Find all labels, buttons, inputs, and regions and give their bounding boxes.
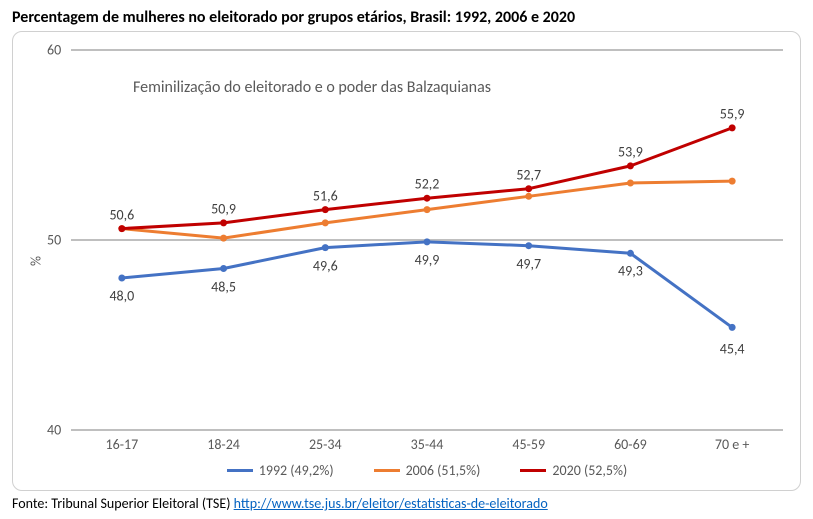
y-tick: 40 (47, 422, 61, 439)
x-tick: 16-17 (106, 436, 139, 453)
plot-area: 48,0 48,5 49,6 49,9 49,7 49,3 45,4 50,6 50,9 51,6… (71, 50, 783, 430)
data-label: 49,9 (415, 251, 440, 268)
data-label: 52,7 (516, 166, 541, 183)
series-marker (220, 265, 227, 272)
data-label: 48,5 (211, 278, 236, 295)
y-axis-label: % (28, 256, 45, 266)
data-label: 53,9 (618, 143, 643, 160)
series-marker (322, 219, 329, 226)
line-series-svg (71, 50, 783, 430)
series-marker (220, 235, 227, 242)
legend: 1992 (49,2%) 2006 (51,5%) 2020 (52,5%) (71, 462, 783, 479)
legend-item: 2006 (51,5%) (374, 462, 481, 479)
series-marker (424, 195, 431, 202)
x-tick: 45-59 (512, 436, 545, 453)
series-marker (322, 206, 329, 213)
legend-swatch (520, 469, 546, 472)
legend-label: 2020 (52,5%) (552, 462, 627, 479)
y-tick: 60 (47, 42, 61, 59)
series-marker (424, 206, 431, 213)
data-label: 49,7 (516, 255, 541, 272)
x-tick: 18-24 (207, 436, 240, 453)
y-tick: 50 (47, 232, 61, 249)
series-marker (322, 244, 329, 251)
source-link[interactable]: http://www.tse.jus.br/eleitor/estatistic… (234, 495, 548, 512)
legend-swatch (374, 469, 400, 472)
series-marker (729, 124, 736, 131)
series-marker (729, 178, 736, 185)
series-marker (525, 185, 532, 192)
data-label: 50,6 (109, 206, 134, 223)
x-tick: 70 e + (715, 436, 749, 453)
legend-item: 1992 (49,2%) (227, 462, 334, 479)
legend-item: 2020 (52,5%) (520, 462, 627, 479)
series-marker (220, 219, 227, 226)
series-marker (118, 225, 125, 232)
x-tick: 35-44 (411, 436, 444, 453)
data-label: 55,9 (720, 105, 745, 122)
source-prefix: Fonte: Tribunal Superior Eleitoral (TSE) (12, 495, 234, 512)
series-marker (118, 275, 125, 282)
series-marker (525, 242, 532, 249)
data-label: 50,9 (211, 200, 236, 217)
legend-swatch (227, 469, 253, 472)
x-tick: 25-34 (309, 436, 342, 453)
data-label: 45,4 (720, 341, 745, 358)
series-marker (424, 238, 431, 245)
source-line: Fonte: Tribunal Superior Eleitoral (TSE)… (12, 495, 801, 512)
data-label: 49,3 (618, 263, 643, 280)
legend-label: 1992 (49,2%) (259, 462, 334, 479)
series-marker (729, 324, 736, 331)
legend-label: 2006 (51,5%) (406, 462, 481, 479)
series-marker (525, 193, 532, 200)
chart-frame: % 405060 Feminilização do eleitorado e o… (12, 31, 801, 491)
data-label: 48,0 (109, 288, 134, 305)
x-tick: 60-69 (614, 436, 647, 453)
data-label: 51,6 (313, 187, 338, 204)
series-marker (627, 250, 634, 257)
data-label: 52,2 (415, 176, 440, 193)
series-marker (627, 180, 634, 187)
series-marker (627, 162, 634, 169)
chart-title: Percentagem de mulheres no eleitorado po… (12, 8, 801, 27)
data-label: 49,6 (313, 257, 338, 274)
